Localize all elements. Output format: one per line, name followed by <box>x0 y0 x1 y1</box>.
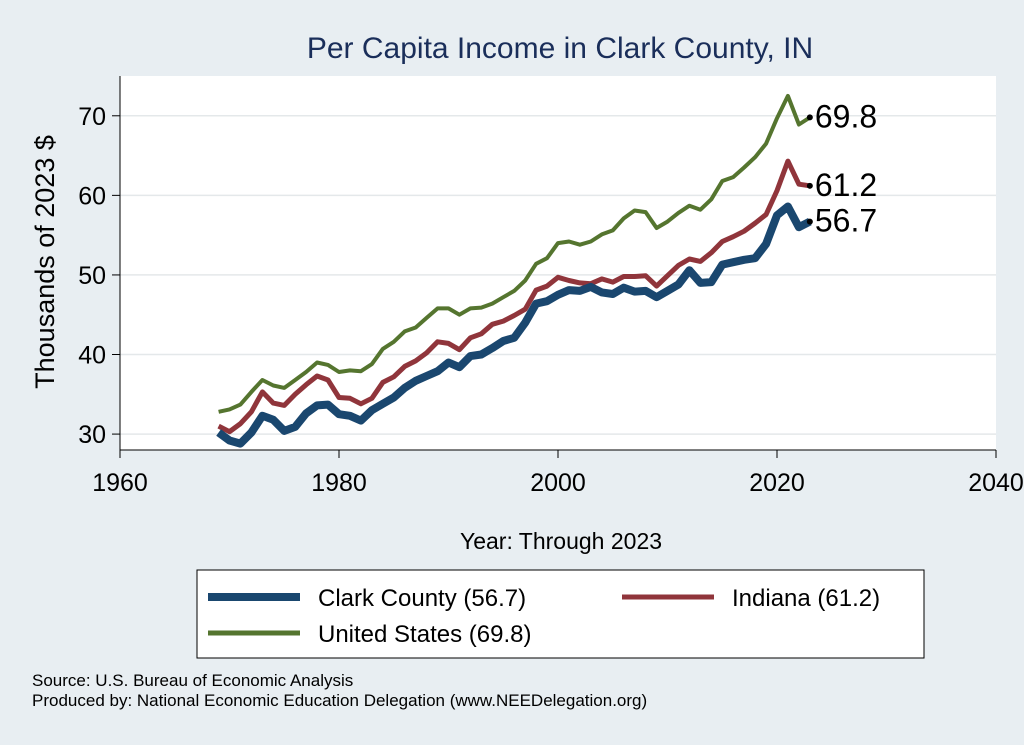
series-line-us <box>218 93 811 414</box>
axes: 30 40 50 60 70 1960 1980 2000 2020 2040 <box>78 76 1024 497</box>
end-marker <box>806 182 813 189</box>
series-line-clark <box>216 202 812 448</box>
series-line-indiana <box>217 158 811 435</box>
end-marker <box>806 114 813 121</box>
legend-box <box>196 569 925 659</box>
legend-label-indiana: Indiana (61.2) <box>732 585 880 612</box>
x-axis-label: Year: Through 2023 <box>460 528 662 554</box>
y-tick-label: 70 <box>78 103 106 131</box>
x-tick-label: 2040 <box>968 469 1024 497</box>
end-marker <box>806 218 813 225</box>
x-tick-label: 1980 <box>311 469 367 497</box>
x-tick-label: 2020 <box>749 469 805 497</box>
x-tick-label: 2000 <box>530 469 586 497</box>
end-label-us: 69.8 <box>815 98 877 134</box>
y-tick-label: 30 <box>78 421 106 449</box>
x-tick-label: 1960 <box>92 469 148 497</box>
end-label-clark: 56.7 <box>815 203 877 239</box>
end-labels: 56.761.2 69.8 <box>806 98 877 239</box>
y-tick-label: 60 <box>78 182 106 210</box>
legend: Clark County (56.7) Indiana (61.2) Unite… <box>196 569 925 659</box>
chart-title: Per Capita Income in Clark County, IN <box>307 32 813 65</box>
plot-area <box>120 76 996 450</box>
series-lines <box>216 93 812 448</box>
y-tick-label: 50 <box>78 262 106 290</box>
legend-label-us: United States (69.8) <box>318 621 531 648</box>
y-axis-label: Thousands of 2023 $ <box>30 135 60 389</box>
y-tick-label: 40 <box>78 342 106 370</box>
source-note: Source: U.S. Bureau of Economic Analysis <box>32 671 354 690</box>
produced-by-note: Produced by: National Economic Education… <box>32 691 648 710</box>
end-label-indiana: 61.2 <box>815 167 877 203</box>
legend-label-clark: Clark County (56.7) <box>318 585 526 612</box>
